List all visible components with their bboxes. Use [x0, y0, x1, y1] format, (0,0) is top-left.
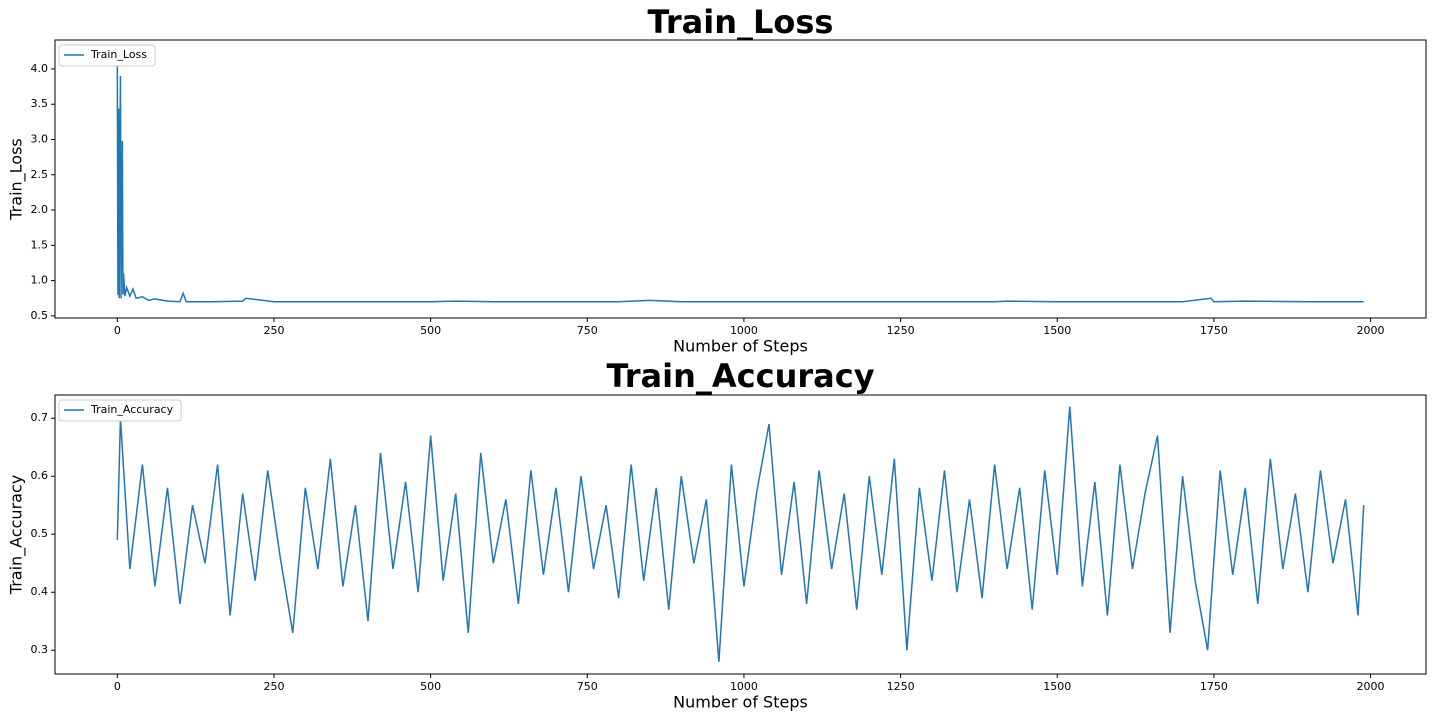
chart-title: Train_Accuracy — [606, 357, 874, 395]
axes-frame — [54, 39, 1427, 319]
line — [116, 406, 1365, 662]
y-tick-label: 0.5 — [31, 309, 49, 322]
x-tick-label: 1750 — [1200, 324, 1228, 337]
x-tick-label: 0 — [114, 324, 121, 337]
x-tick-label: 1500 — [1043, 680, 1071, 693]
x-tick-label: 1500 — [1043, 324, 1071, 337]
y-tick-label: 0.6 — [31, 469, 49, 482]
x-axis-label: Number of Steps — [673, 337, 808, 356]
legend-frame — [58, 44, 156, 67]
x-axis-label: Number of Steps — [673, 693, 808, 712]
x-tick-label: 1250 — [887, 324, 915, 337]
y-tick-label: 4.0 — [31, 62, 49, 75]
y-tick-label: 2.5 — [31, 168, 49, 181]
y-tick-label: 1.0 — [31, 274, 49, 287]
y-tick-label: 0.5 — [31, 527, 49, 540]
x-tick-label: 500 — [420, 324, 441, 337]
y-tick-label: 1.5 — [31, 238, 49, 251]
y-tick-label: 0.4 — [31, 585, 49, 598]
x-tick-label: 2000 — [1357, 680, 1385, 693]
legend: Train_Accuracy — [58, 399, 182, 422]
x-tick-label: 250 — [263, 680, 284, 693]
y-tick-label: 0.7 — [31, 411, 49, 424]
x-tick-label: 0 — [114, 680, 121, 693]
legend: Train_Loss — [58, 44, 156, 67]
x-tick-label: 1000 — [730, 324, 758, 337]
x-tick-label: 1750 — [1200, 680, 1228, 693]
x-tick-label: 250 — [263, 324, 284, 337]
y-tick-label: 3.0 — [31, 132, 49, 145]
x-tick-label: 1000 — [730, 680, 758, 693]
y-axis-label: Train_Loss — [7, 138, 27, 220]
chart-title: Train_Loss — [648, 3, 834, 41]
y-tick-label: 2.0 — [31, 203, 49, 216]
y-tick-label: 3.5 — [31, 97, 49, 110]
x-tick-label: 750 — [577, 324, 598, 337]
x-tick-label: 750 — [577, 680, 598, 693]
axes-frame — [54, 394, 1427, 675]
legend-label: Train_Loss — [90, 48, 147, 61]
line — [116, 63, 1364, 303]
x-tick-label: 2000 — [1357, 324, 1385, 337]
legend-frame — [58, 399, 182, 422]
x-tick-label: 500 — [420, 680, 441, 693]
y-tick-label: 0.3 — [31, 643, 49, 656]
legend-label: Train_Accuracy — [90, 403, 174, 416]
y-axis-label: Train_Accuracy — [7, 475, 27, 595]
x-tick-label: 1250 — [887, 680, 915, 693]
